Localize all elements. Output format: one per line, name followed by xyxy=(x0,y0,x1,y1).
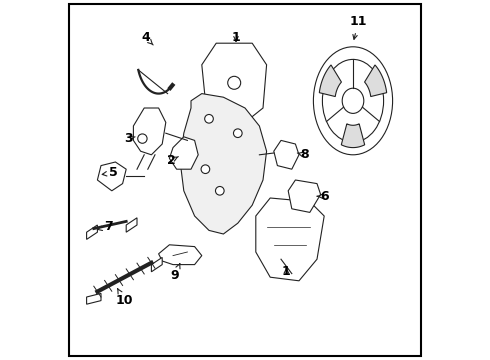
FancyBboxPatch shape xyxy=(69,4,421,356)
Text: 1: 1 xyxy=(282,265,291,278)
Polygon shape xyxy=(180,94,267,234)
Polygon shape xyxy=(126,218,137,232)
Ellipse shape xyxy=(314,47,392,155)
Polygon shape xyxy=(87,293,101,304)
Circle shape xyxy=(205,114,213,123)
Polygon shape xyxy=(342,124,365,148)
Polygon shape xyxy=(87,225,98,239)
Text: 3: 3 xyxy=(123,132,135,145)
Text: 10: 10 xyxy=(116,289,133,307)
Text: 8: 8 xyxy=(297,148,309,161)
Circle shape xyxy=(228,76,241,89)
Polygon shape xyxy=(151,257,162,272)
Polygon shape xyxy=(170,137,198,169)
Polygon shape xyxy=(256,198,324,281)
Text: 7: 7 xyxy=(98,220,113,233)
Text: 1: 1 xyxy=(232,31,241,44)
Polygon shape xyxy=(98,162,126,191)
Polygon shape xyxy=(202,43,267,122)
Text: 4: 4 xyxy=(142,31,153,45)
Text: 11: 11 xyxy=(350,15,367,39)
Polygon shape xyxy=(365,65,387,96)
Polygon shape xyxy=(274,140,299,169)
Text: 9: 9 xyxy=(171,264,180,282)
Text: 2: 2 xyxy=(167,154,178,167)
Circle shape xyxy=(138,134,147,143)
Polygon shape xyxy=(133,108,166,155)
Ellipse shape xyxy=(342,88,364,113)
Polygon shape xyxy=(319,65,342,96)
Circle shape xyxy=(216,186,224,195)
Ellipse shape xyxy=(322,59,384,142)
Polygon shape xyxy=(159,245,202,265)
Polygon shape xyxy=(288,180,320,212)
Text: 5: 5 xyxy=(102,166,118,179)
Text: 6: 6 xyxy=(317,190,328,203)
Circle shape xyxy=(201,165,210,174)
Circle shape xyxy=(233,129,242,138)
